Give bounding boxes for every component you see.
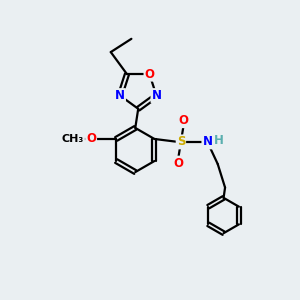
Text: N: N — [152, 89, 161, 102]
Text: O: O — [86, 133, 96, 146]
Text: CH₃: CH₃ — [62, 134, 84, 144]
Text: O: O — [173, 157, 183, 169]
Text: H: H — [214, 134, 224, 147]
Text: S: S — [177, 135, 185, 148]
Text: O: O — [179, 114, 189, 127]
Text: O: O — [145, 68, 154, 81]
Text: N: N — [115, 89, 125, 102]
Text: N: N — [202, 135, 212, 148]
